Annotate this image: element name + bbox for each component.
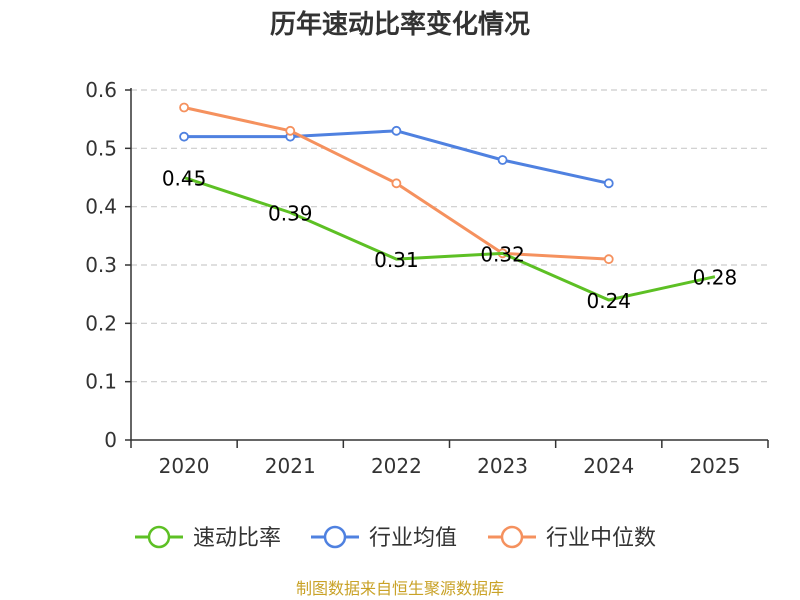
data-label: 0.31 (374, 248, 419, 272)
x-tick-label: 2025 (689, 454, 740, 478)
data-point (391, 178, 402, 189)
y-tick-label: 0.2 (85, 311, 117, 335)
series-group (179, 102, 716, 302)
tick-labels: 0 0.1 0.2 0.3 0.4 0.5 0.6 2020 2021 2022 2023 2024 2… (85, 78, 740, 478)
data-point (603, 178, 614, 189)
legend-item-0[interactable]: 速动比率 (135, 525, 281, 551)
data-label: 0.24 (586, 289, 631, 313)
data-label: 0.32 (480, 242, 525, 266)
y-tick-label: 0.4 (85, 195, 117, 219)
series-line-0 (183, 176, 716, 302)
legend-item-2[interactable]: 行业中位数 (488, 525, 656, 551)
series-line-1 (184, 129, 610, 185)
y-tick-label: 0.5 (85, 136, 117, 160)
data-point (179, 102, 189, 113)
data-label: 0.45 (162, 167, 207, 191)
y-tick-label: 0.1 (85, 370, 117, 394)
x-tick-label: 2021 (265, 454, 316, 478)
data-point (497, 155, 508, 165)
x-tick-label: 2022 (371, 454, 422, 478)
data-point (391, 125, 402, 136)
chart-title: 历年速动比率变化情况 (270, 9, 530, 40)
legend-label: 行业中位数 (546, 526, 656, 551)
y-tick-label: 0.6 (85, 78, 117, 102)
legend-swatch-marker (147, 525, 171, 549)
legend-label: 行业均值 (369, 526, 457, 551)
data-label: 0.28 (693, 266, 738, 290)
y-tick-label: 0.3 (85, 253, 117, 277)
grid-lines (131, 89, 768, 383)
data-point (285, 125, 296, 136)
y-tick-label: 0 (104, 428, 117, 452)
legend-item-1[interactable]: 行业均值 (311, 525, 457, 551)
x-tick-label: 2020 (159, 454, 210, 478)
data-point (179, 131, 189, 142)
x-tick-label: 2023 (477, 454, 528, 478)
axes (125, 88, 769, 448)
legend-label: 速动比率 (193, 526, 281, 551)
x-tick-label: 2024 (583, 454, 634, 478)
data-point (603, 254, 614, 265)
legend[interactable]: 速动比率 行业均值 行业中位数 (135, 525, 656, 551)
source-note: 制图数据来自恒生聚源数据库 (296, 579, 504, 598)
legend-swatch-marker (500, 525, 524, 549)
data-label: 0.39 (268, 202, 313, 226)
data-labels: 0.45 0.39 0.31 0.32 0.24 0.28 (162, 167, 737, 314)
legend-swatch-marker (323, 525, 347, 549)
